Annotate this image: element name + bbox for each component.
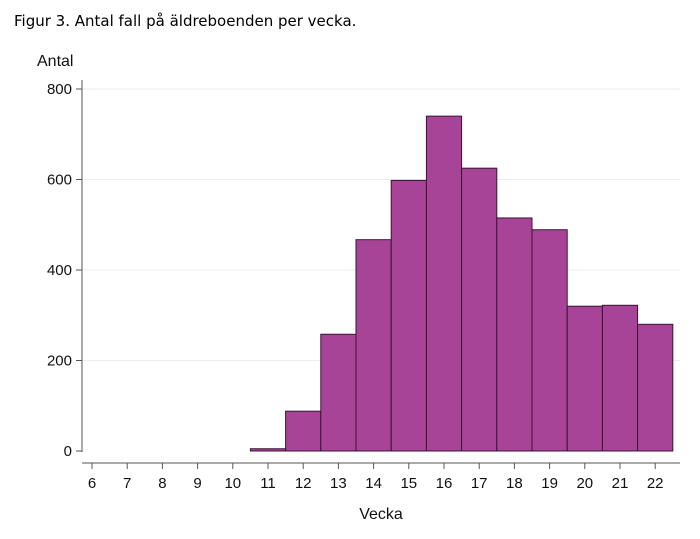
bar-week-13 [320,333,357,452]
figure-caption: Figur 3. Antal fall på äldreboenden per … [14,12,357,30]
x-tick-label-10: 10 [224,475,241,492]
bar-week-11 [249,448,287,452]
y-tick-label-0: 0 [64,443,72,460]
y-tick-label-200: 200 [47,353,72,370]
x-tick-label-16: 16 [436,475,453,492]
x-tick-label-22: 22 [647,475,664,492]
x-tick-label-8: 8 [158,475,166,492]
x-tick-label-17: 17 [471,475,488,492]
bar-week-18 [496,217,533,452]
bar-week-17 [461,167,498,452]
x-tick-label-15: 15 [400,475,417,492]
x-tick-label-14: 14 [365,475,382,492]
y-tick-label-800: 800 [47,81,72,98]
y-axis-title: Antal [37,53,73,70]
x-tick-label-21: 21 [612,475,629,492]
x-tick-label-6: 6 [88,475,96,492]
x-tick-label-9: 9 [193,475,201,492]
bar-week-19 [531,229,568,452]
bar-week-15 [390,179,427,452]
x-tick-label-7: 7 [123,475,131,492]
bars [249,115,674,452]
bar-week-12 [285,410,322,452]
x-tick-label-13: 13 [330,475,347,492]
x-tick-label-19: 19 [541,475,558,492]
x-tick-label-20: 20 [576,475,593,492]
x-tick-label-11: 11 [260,475,276,492]
bar-week-21 [601,304,639,452]
x-tick-label-18: 18 [506,475,523,492]
y-tick-label-600: 600 [47,172,72,189]
bar-week-22 [637,323,674,452]
bar-week-14 [355,239,392,452]
axes: 0 200 400 600 800 6 7 8 9 10 11 12 13 14 15 16 17 18 19 20 2… [47,80,680,492]
bar-week-16 [425,115,463,452]
bar-week-20 [566,305,603,452]
y-tick-label-400: 400 [47,262,72,279]
x-tick-label-12: 12 [295,475,312,492]
x-axis-title: Vecka [359,506,403,523]
